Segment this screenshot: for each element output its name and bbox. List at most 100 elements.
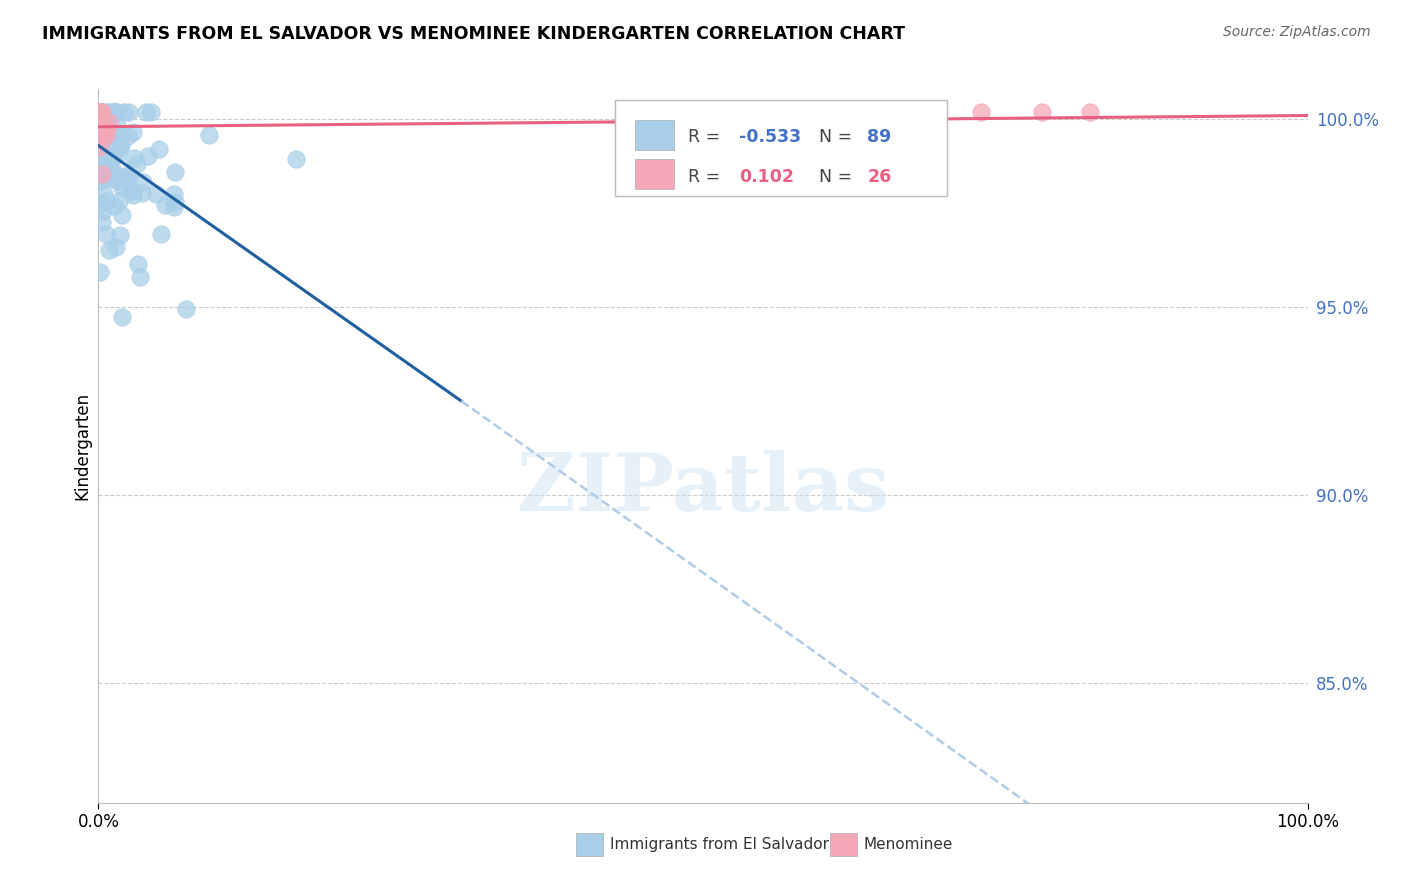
Point: [1031, 104, 1053, 119]
Point: [165, 165, 187, 179]
Text: -0.533: -0.533: [740, 128, 801, 146]
Point: [96, 104, 118, 119]
Point: [101, 151, 124, 165]
Text: Immigrants from El Salvador: Immigrants from El Salvador: [610, 838, 830, 853]
Point: [90, 110, 112, 124]
Point: [89, 104, 111, 119]
Point: [101, 104, 124, 119]
Point: [121, 185, 143, 199]
Point: [148, 142, 170, 156]
Point: [96, 121, 118, 136]
Point: [117, 128, 139, 143]
Point: [101, 136, 124, 150]
Point: [115, 173, 138, 187]
Point: [118, 105, 141, 120]
Point: [91, 131, 114, 145]
Point: [198, 128, 221, 142]
Point: [110, 141, 132, 155]
FancyBboxPatch shape: [576, 833, 603, 856]
Point: [94, 128, 117, 142]
Point: [100, 128, 122, 143]
FancyBboxPatch shape: [636, 120, 673, 150]
Point: [752, 134, 775, 148]
Point: [103, 199, 125, 213]
Point: [90, 104, 112, 119]
Text: IMMIGRANTS FROM EL SALVADOR VS MENOMINEE KINDERGARTEN CORRELATION CHART: IMMIGRANTS FROM EL SALVADOR VS MENOMINEE…: [42, 25, 905, 43]
Text: N =: N =: [820, 168, 858, 186]
Point: [128, 270, 150, 285]
Point: [93, 186, 115, 201]
Text: R =: R =: [689, 128, 727, 146]
Point: [132, 176, 155, 190]
Point: [105, 104, 128, 119]
Point: [87, 104, 110, 119]
Point: [89, 110, 111, 124]
Point: [87, 104, 110, 119]
Point: [139, 104, 162, 119]
Text: Menominee: Menominee: [863, 838, 953, 853]
Point: [90, 104, 112, 119]
Point: [93, 156, 115, 170]
Point: [89, 164, 111, 178]
Point: [104, 104, 127, 119]
Point: [108, 194, 131, 208]
Point: [122, 126, 145, 140]
Point: [103, 172, 125, 186]
Point: [111, 179, 134, 194]
Point: [89, 104, 111, 119]
FancyBboxPatch shape: [636, 160, 673, 189]
Point: [89, 168, 111, 182]
Text: R =: R =: [689, 168, 731, 186]
Point: [94, 114, 117, 128]
Point: [91, 127, 114, 141]
Point: [122, 188, 145, 202]
Point: [111, 208, 134, 222]
Point: [90, 104, 112, 119]
Point: [97, 125, 120, 139]
Point: [1078, 104, 1101, 119]
Point: [124, 151, 146, 165]
Point: [103, 104, 125, 119]
Point: [111, 310, 134, 324]
Point: [98, 104, 121, 119]
Point: [90, 104, 112, 119]
Point: [127, 257, 149, 271]
Point: [89, 108, 111, 122]
Point: [112, 104, 135, 119]
Point: [89, 138, 111, 153]
Point: [89, 111, 111, 125]
Point: [98, 243, 121, 257]
Point: [125, 156, 148, 170]
Point: [98, 115, 121, 129]
Point: [97, 159, 120, 173]
FancyBboxPatch shape: [830, 833, 856, 856]
Point: [118, 169, 141, 184]
Point: [849, 106, 872, 120]
Point: [163, 194, 186, 209]
Point: [89, 265, 111, 279]
Point: [105, 147, 128, 161]
Point: [91, 204, 114, 219]
Point: [910, 104, 932, 119]
Point: [150, 227, 173, 241]
Point: [87, 123, 110, 137]
Point: [107, 174, 129, 188]
Point: [91, 151, 114, 165]
Text: 0.102: 0.102: [740, 168, 794, 186]
Point: [90, 214, 112, 228]
Y-axis label: Kindergarten: Kindergarten: [73, 392, 91, 500]
Point: [98, 154, 121, 169]
Point: [970, 104, 993, 119]
Text: 89: 89: [868, 128, 891, 146]
Point: [87, 140, 110, 154]
Point: [692, 174, 714, 188]
Point: [91, 104, 114, 119]
Point: [89, 119, 111, 133]
Point: [89, 174, 111, 188]
Point: [89, 104, 111, 119]
Point: [136, 149, 159, 163]
Point: [98, 165, 121, 179]
Point: [94, 125, 117, 139]
Text: 26: 26: [868, 168, 891, 186]
Point: [90, 167, 112, 181]
